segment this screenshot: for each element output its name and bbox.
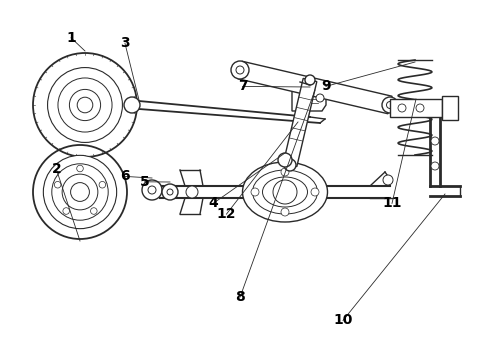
Text: 12: 12 (217, 207, 236, 221)
Circle shape (186, 186, 198, 198)
Circle shape (251, 188, 259, 196)
Circle shape (124, 97, 140, 113)
Ellipse shape (243, 162, 327, 222)
Text: 10: 10 (333, 314, 353, 327)
Text: 9: 9 (321, 80, 331, 93)
Circle shape (316, 94, 324, 102)
Circle shape (43, 156, 117, 229)
Circle shape (281, 208, 289, 216)
Circle shape (236, 66, 244, 74)
Text: 8: 8 (235, 290, 245, 304)
Circle shape (311, 188, 319, 196)
Text: 6: 6 (120, 170, 130, 183)
Polygon shape (238, 61, 392, 114)
Circle shape (48, 68, 122, 143)
Circle shape (63, 208, 70, 214)
Circle shape (278, 153, 292, 167)
Circle shape (305, 75, 315, 85)
Circle shape (398, 104, 406, 112)
Circle shape (162, 184, 178, 200)
FancyBboxPatch shape (390, 99, 442, 117)
Circle shape (148, 186, 156, 194)
Circle shape (62, 174, 98, 210)
Circle shape (167, 189, 173, 195)
Circle shape (91, 208, 97, 214)
Circle shape (416, 104, 424, 112)
Circle shape (273, 180, 297, 204)
Text: 4: 4 (208, 197, 218, 210)
Circle shape (77, 97, 93, 113)
Text: 5: 5 (140, 175, 149, 189)
Text: 2: 2 (51, 162, 61, 176)
Circle shape (383, 175, 393, 185)
Circle shape (54, 181, 61, 188)
Circle shape (142, 180, 162, 200)
Circle shape (284, 159, 296, 171)
Circle shape (99, 181, 106, 188)
Circle shape (77, 165, 83, 172)
Polygon shape (283, 78, 317, 167)
Polygon shape (292, 89, 326, 111)
Circle shape (431, 137, 439, 145)
Circle shape (382, 97, 398, 113)
Circle shape (387, 102, 393, 108)
Circle shape (71, 183, 89, 201)
Text: 1: 1 (66, 31, 76, 45)
Text: 11: 11 (382, 197, 402, 210)
Circle shape (431, 162, 439, 170)
Circle shape (281, 168, 289, 176)
Ellipse shape (263, 177, 308, 207)
Text: 7: 7 (238, 80, 247, 93)
Circle shape (231, 61, 249, 79)
Circle shape (70, 89, 100, 121)
Text: 3: 3 (120, 36, 130, 50)
FancyBboxPatch shape (442, 96, 458, 120)
